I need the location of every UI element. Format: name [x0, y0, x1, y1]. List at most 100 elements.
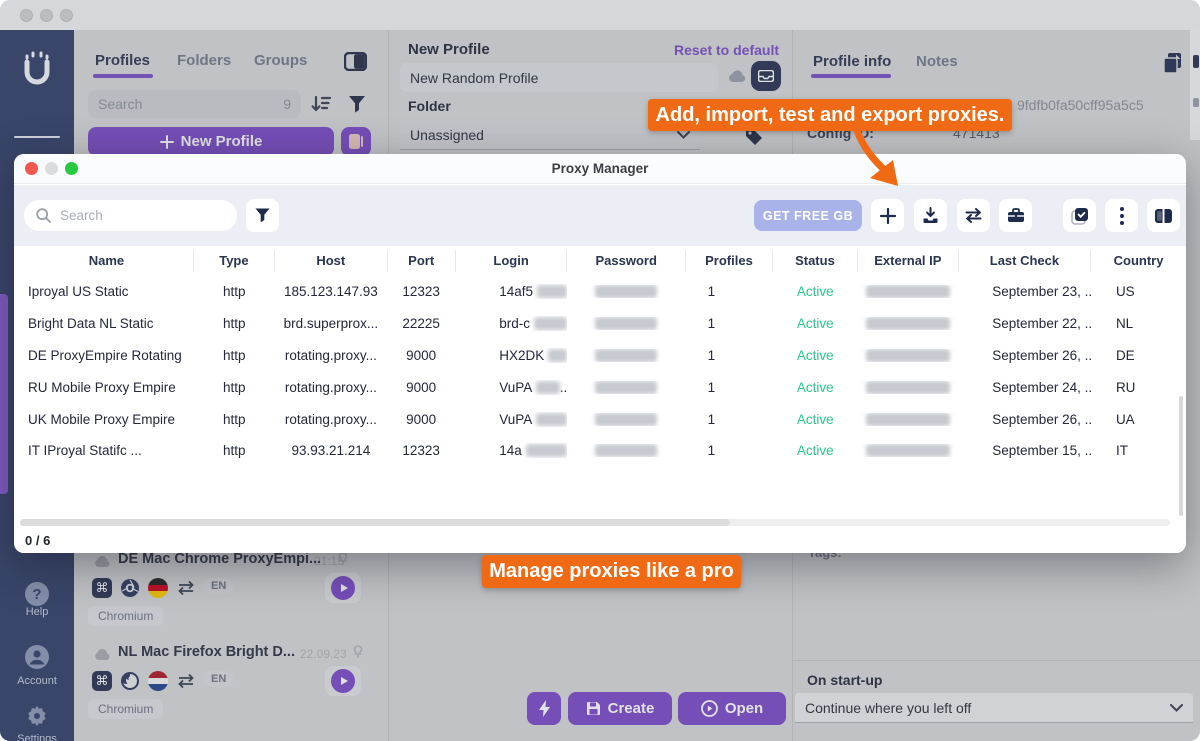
startup-select[interactable]: Continue where you left off: [795, 693, 1193, 723]
kebab-icon: [1119, 206, 1124, 225]
proxy-port-cell: 12323: [402, 443, 440, 459]
profile-name-input[interactable]: New Random Profile: [400, 63, 718, 92]
tab-groups[interactable]: Groups: [254, 52, 308, 69]
tab-folders[interactable]: Folders: [177, 52, 232, 69]
select-check-icon: [1070, 207, 1088, 225]
window-edge-sliver: [1190, 30, 1200, 140]
redacted-password: [595, 285, 658, 299]
test-proxies-button[interactable]: [957, 199, 990, 232]
redacted-password: [595, 380, 658, 394]
tag-icon[interactable]: [744, 127, 764, 147]
column-header[interactable]: Type: [194, 250, 275, 272]
proxy-table-row[interactable]: Iproyal US Static http 185.123.147.93 12…: [14, 276, 1186, 308]
proxy-search-input[interactable]: Search: [24, 200, 237, 231]
firefox-icon: [121, 672, 139, 690]
start-profile-button[interactable]: [325, 573, 361, 603]
profiles-search-input[interactable]: Search 9: [88, 90, 301, 118]
start-profile-button[interactable]: [325, 666, 361, 696]
column-header[interactable]: Profiles: [686, 250, 773, 272]
filter-icon[interactable]: [347, 94, 367, 114]
import-proxies-button[interactable]: [914, 199, 947, 232]
kebab-menu-button[interactable]: [1105, 199, 1138, 232]
proxy-login-cell: HX2DK: [455, 348, 568, 363]
column-header[interactable]: Country: [1113, 253, 1164, 268]
traffic-lights-inactive[interactable]: [20, 9, 80, 27]
redacted-login: [525, 444, 568, 458]
minimize-icon[interactable]: [45, 162, 58, 175]
column-header[interactable]: Name: [20, 250, 194, 272]
play-circle-icon: [700, 700, 718, 717]
quick-launch-button[interactable]: [527, 692, 561, 725]
proxy-last-check-cell: September 23, ...: [992, 284, 1091, 300]
minimize-icon[interactable]: [40, 9, 53, 22]
column-header[interactable]: Host: [275, 250, 388, 272]
pin-icon[interactable]: [337, 552, 349, 566]
vertical-scrollbar-thumb[interactable]: [1179, 396, 1183, 516]
column-header[interactable]: Password: [567, 250, 686, 272]
add-proxy-button[interactable]: [871, 199, 904, 232]
local-storage-button[interactable]: [751, 61, 781, 91]
proxy-country-cell: US: [1115, 284, 1135, 300]
export-proxies-button[interactable]: [999, 199, 1032, 232]
account-icon: [24, 644, 50, 670]
proxy-name-cell: Bright Data NL Static: [28, 316, 154, 332]
proxy-login-cell: VuPA..: [499, 379, 568, 395]
proxy-filter-button[interactable]: [246, 199, 279, 232]
search-placeholder: Search: [98, 96, 143, 112]
proxy-table-row[interactable]: IT IProyal Statifc ... http 93.93.21.214…: [14, 435, 1186, 467]
zoom-icon[interactable]: [65, 162, 78, 175]
sidebar-item-account[interactable]: Account: [0, 644, 74, 687]
column-header[interactable]: Port: [388, 250, 456, 272]
tab-profile-info[interactable]: Profile info: [813, 53, 892, 70]
copy-icon[interactable]: [1162, 52, 1183, 74]
proxy-login-cell: brd-c: [455, 316, 568, 331]
horizontal-scrollbar[interactable]: [20, 519, 1170, 526]
macos-icon: ⌘: [92, 578, 112, 598]
profile-name-value: New Random Profile: [410, 69, 539, 86]
cloud-icon[interactable]: [728, 69, 747, 83]
create-button[interactable]: Create: [568, 692, 672, 725]
tab-notes[interactable]: Notes: [916, 53, 958, 70]
proxy-table-row[interactable]: RU Mobile Proxy Empire http rotating.pro…: [14, 371, 1186, 403]
column-header[interactable]: Status: [773, 250, 858, 272]
get-free-gb-button[interactable]: GET FREE GB: [754, 200, 862, 231]
redacted-password: [595, 412, 658, 426]
zoom-icon[interactable]: [60, 9, 73, 22]
proxy-table-row[interactable]: DE ProxyEmpire Rotating http rotating.pr…: [14, 340, 1186, 372]
column-header[interactable]: External IP: [858, 250, 959, 272]
proxy-login-cell: 14a: [455, 443, 568, 458]
pin-icon[interactable]: [352, 645, 364, 659]
new-profile-button[interactable]: New Profile: [88, 127, 334, 156]
columns-button[interactable]: [1147, 199, 1180, 232]
proxy-port-cell: 12323: [402, 284, 440, 300]
panel-toggle-icon[interactable]: [344, 52, 367, 71]
close-icon[interactable]: [25, 162, 38, 175]
sidebar-item-help[interactable]: ? Help: [0, 582, 74, 618]
redacted-login: [548, 348, 568, 362]
redacted-external-ip: [865, 348, 950, 362]
proxy-profiles-cell: 1: [707, 411, 716, 427]
proxy-last-check-cell: September 22, ...: [992, 316, 1091, 332]
proxy-name-cell: DE ProxyEmpire Rotating: [28, 347, 182, 363]
sidebar-item-label: Account: [17, 675, 57, 687]
proxy-port-cell: 9000: [406, 347, 437, 363]
tab-profiles[interactable]: Profiles: [95, 52, 151, 69]
proxy-last-check-cell: September 26, ...: [992, 411, 1091, 427]
column-header[interactable]: Login: [456, 250, 568, 272]
quick-profile-button[interactable]: [341, 127, 371, 156]
column-header[interactable]: Last Check: [959, 250, 1092, 272]
multi-select-button[interactable]: [1063, 199, 1096, 232]
close-icon[interactable]: [20, 9, 33, 22]
reset-to-default-link[interactable]: Reset to default: [673, 42, 779, 58]
horizontal-scrollbar-thumb[interactable]: [20, 519, 730, 526]
sort-icon[interactable]: [310, 94, 332, 114]
sidebar-item-settings[interactable]: Settings: [0, 704, 74, 741]
proxy-login-cell: VuPA: [455, 412, 568, 427]
proxy-table-row[interactable]: Bright Data NL Static http brd.superprox…: [14, 308, 1186, 340]
form-title: New Profile: [408, 41, 490, 58]
swap-icon: [178, 580, 194, 596]
proxy-type-cell: http: [222, 347, 246, 363]
open-button[interactable]: Open: [678, 692, 786, 725]
modal-traffic-lights[interactable]: [25, 162, 85, 180]
proxy-table-row[interactable]: UK Mobile Proxy Empire http rotating.pro…: [14, 403, 1186, 435]
